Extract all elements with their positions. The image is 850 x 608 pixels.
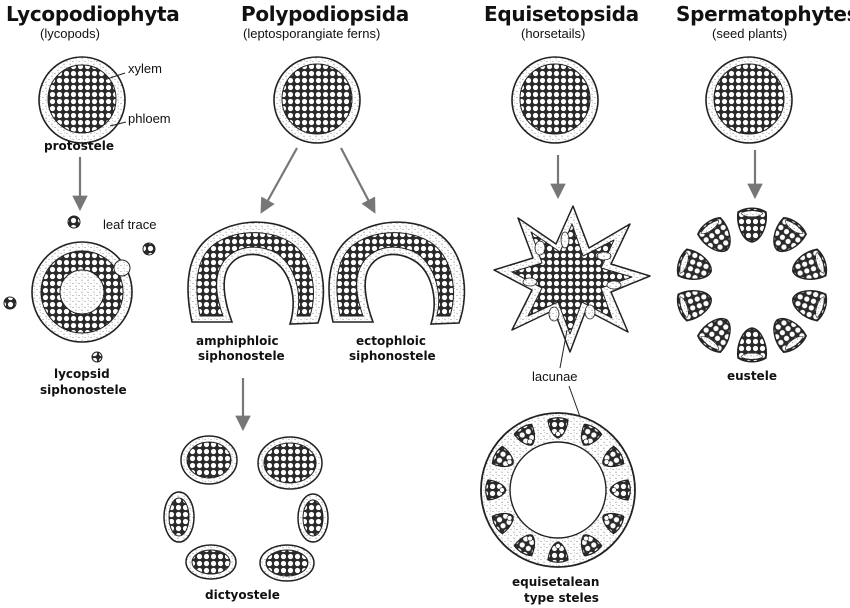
group-subtitle-lycopodiophyta: (lycopods) — [40, 26, 100, 41]
label-xylem: xylem — [128, 61, 162, 76]
equisetalean-vascular-bundle — [513, 423, 536, 446]
equisetalean-vascular-bundles — [485, 417, 631, 563]
equisetalean-vascular-bundle — [602, 445, 625, 468]
group-subtitle-spermatophytes: (seed plants) — [712, 26, 788, 41]
label-lycopsid: lycopsid — [54, 367, 110, 381]
group-title-spermatophytes: Spermatophytes — [676, 2, 850, 26]
label-eustele: eustele — [727, 369, 777, 383]
lacunae-pointer-top — [559, 329, 568, 369]
label-equisetalean-type-steles: type steles — [524, 591, 599, 605]
lycopsid-siphonostele-cross-section — [31, 241, 133, 343]
equisetalean-vascular-bundle — [547, 417, 569, 439]
eustele-vascular-bundle — [792, 289, 828, 322]
equisetalean-vascular-bundle — [491, 512, 514, 535]
group-title-lycopodiophyta: Lycopodiophyta — [6, 2, 180, 26]
equisetalean-vascular-bundle — [491, 445, 514, 468]
dictyostele-cross-section — [163, 435, 329, 582]
arrow-to-ectophloic — [340, 147, 376, 214]
ectophloic-siphonostele-cross-section — [328, 221, 466, 325]
leaf-trace — [3, 215, 156, 363]
label-ectophloic: ectophloic — [356, 334, 426, 348]
equisetalean-vascular-bundle — [547, 541, 569, 563]
arrow-to-amphiphloic — [260, 147, 298, 214]
horsetail-protostele-cross-section — [511, 56, 599, 144]
label-protostele: protostele — [44, 139, 115, 153]
seed-plant-protostele-cross-section — [705, 56, 793, 144]
label-lacunae: lacunae — [532, 369, 578, 384]
eustele-vascular-bundle — [773, 318, 808, 353]
group-title-polypodiopsida: Polypodiopsida — [241, 2, 409, 26]
group-subtitle-polypodiopsida: (leptosporangiate ferns) — [243, 26, 381, 41]
label-lycopsid-siphonostele: siphonostele — [40, 383, 127, 397]
eustele-vascular-bundle — [737, 207, 767, 243]
phloem-pointer — [109, 121, 127, 127]
label-dictyostele: dictyostele — [205, 588, 280, 602]
label-equisetalean: equisetalean — [512, 575, 600, 589]
amphiphloic-siphonostele-cross-section — [187, 221, 325, 325]
equisetalean-vascular-bundle — [580, 534, 603, 557]
fern-protostele-cross-section — [273, 56, 361, 144]
eustele-vascular-bundle — [676, 289, 712, 322]
eustele-vascular-bundle — [676, 248, 712, 281]
group-title-equisetopsida: Equisetopsida — [484, 2, 639, 26]
eustele-cross-section — [676, 207, 828, 363]
xylem-pointer — [103, 72, 126, 81]
eustele-vascular-bundle — [792, 248, 828, 281]
group-subtitle-equisetopsida: (horsetails) — [521, 26, 586, 41]
eustele-vascular-bundle — [696, 318, 731, 353]
protostele-cross-section — [38, 56, 126, 144]
label-phloem: phloem — [128, 111, 171, 126]
eustele-vascular-bundle — [737, 327, 767, 363]
label-leaf-trace: leaf trace — [103, 217, 157, 232]
equisetalean-stele-cross-section — [480, 412, 636, 568]
equisetalean-vascular-bundle — [485, 479, 507, 501]
equisetalean-vascular-bundle — [602, 512, 625, 535]
label-amphiphloic-siphonostele: siphonostele — [198, 349, 285, 363]
star-shaped-stele-cross-section — [493, 205, 651, 353]
eustele-vascular-bundle — [696, 217, 731, 252]
equisetalean-vascular-bundle — [580, 423, 603, 446]
label-ectophloic-siphonostele: siphonostele — [349, 349, 436, 363]
eustele-vascular-bundle — [773, 217, 808, 252]
equisetalean-vascular-bundle — [609, 479, 631, 501]
equisetalean-vascular-bundle — [513, 534, 536, 557]
label-amphiphloic: amphiphloic — [196, 334, 279, 348]
